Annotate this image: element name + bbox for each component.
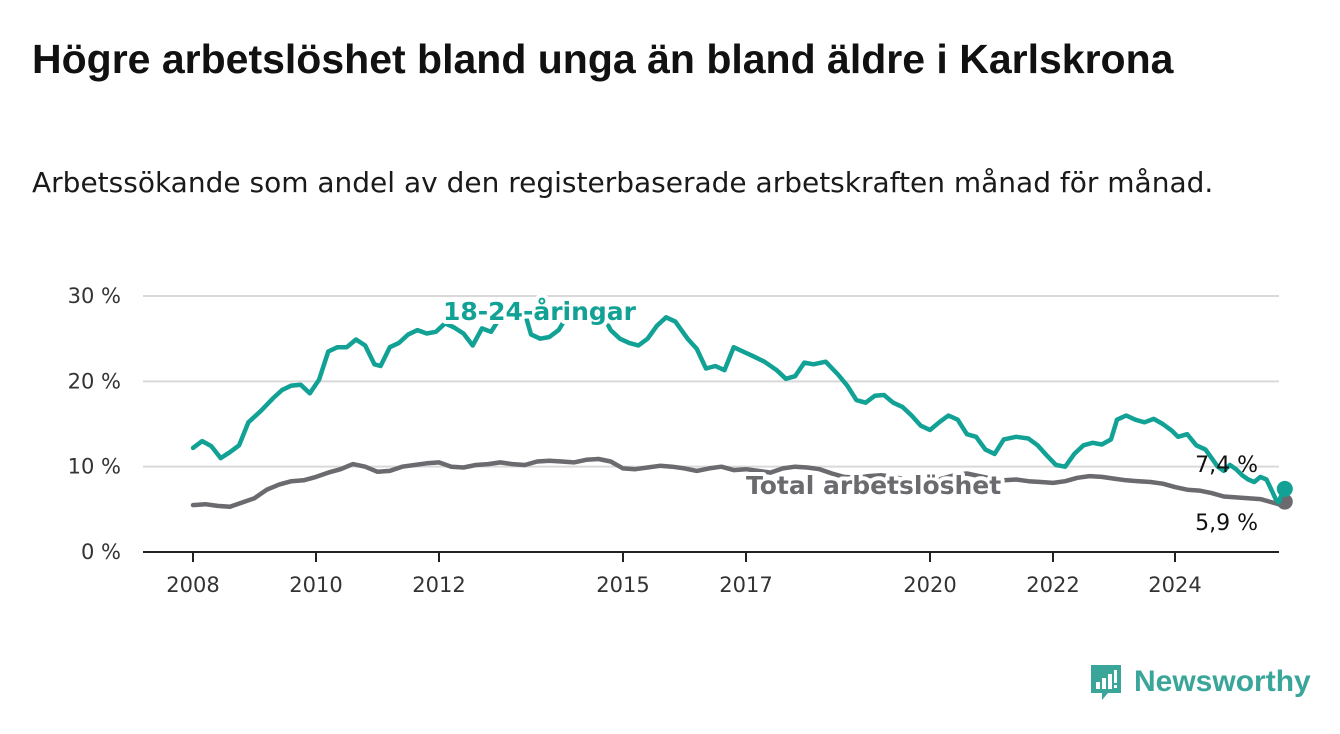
y-tick-label: 20 % <box>68 369 121 393</box>
brand-logo: Newsworthy <box>1088 660 1311 704</box>
line-chart: 0 % 10 % 20 % 30 % 2008 2010 2012 2015 2017 2020… <box>68 284 1293 597</box>
youth-unemployment-line <box>190 309 1288 505</box>
series-labels: 18-24-åringar Total arbetslöshet 7,4 % 5,9 … <box>439 293 1258 536</box>
x-tick-label: 2010 <box>289 573 342 597</box>
total-end-label: 5,9 % <box>1195 511 1258 536</box>
newsworthy-logo-icon <box>1091 665 1121 700</box>
brand-name: Newsworthy <box>1134 665 1311 698</box>
x-tick-label: 2022 <box>1026 573 1079 597</box>
total-series-label: Total arbetslöshet <box>746 471 1001 500</box>
x-tick-label: 2015 <box>596 573 649 597</box>
y-tick-label: 10 % <box>68 455 121 479</box>
x-tick-label: 2012 <box>412 573 465 597</box>
youth-end-point <box>1276 480 1293 497</box>
chart-title: Högre arbetslöshet bland unga än bland ä… <box>32 36 1174 82</box>
x-tick-label: 2017 <box>719 573 772 597</box>
youth-series-label: 18-24-åringar <box>443 297 637 326</box>
total-unemployment-line <box>190 456 1288 510</box>
youth-end-label: 7,4 % <box>1195 453 1258 478</box>
series-lines <box>190 309 1293 510</box>
y-tick-label: 0 % <box>81 540 121 564</box>
y-tick-label: 30 % <box>68 284 121 308</box>
chart-subtitle: Arbetssökande som andel av den registerb… <box>32 166 1214 199</box>
y-axis-ticks: 0 % 10 % 20 % 30 % <box>68 284 121 564</box>
x-tick-label: 2008 <box>166 573 219 597</box>
x-tick-label: 2020 <box>903 573 956 597</box>
x-axis: 2008 2010 2012 2015 2017 2020 2022 2024 <box>143 551 1279 597</box>
x-tick-label: 2024 <box>1148 573 1201 597</box>
